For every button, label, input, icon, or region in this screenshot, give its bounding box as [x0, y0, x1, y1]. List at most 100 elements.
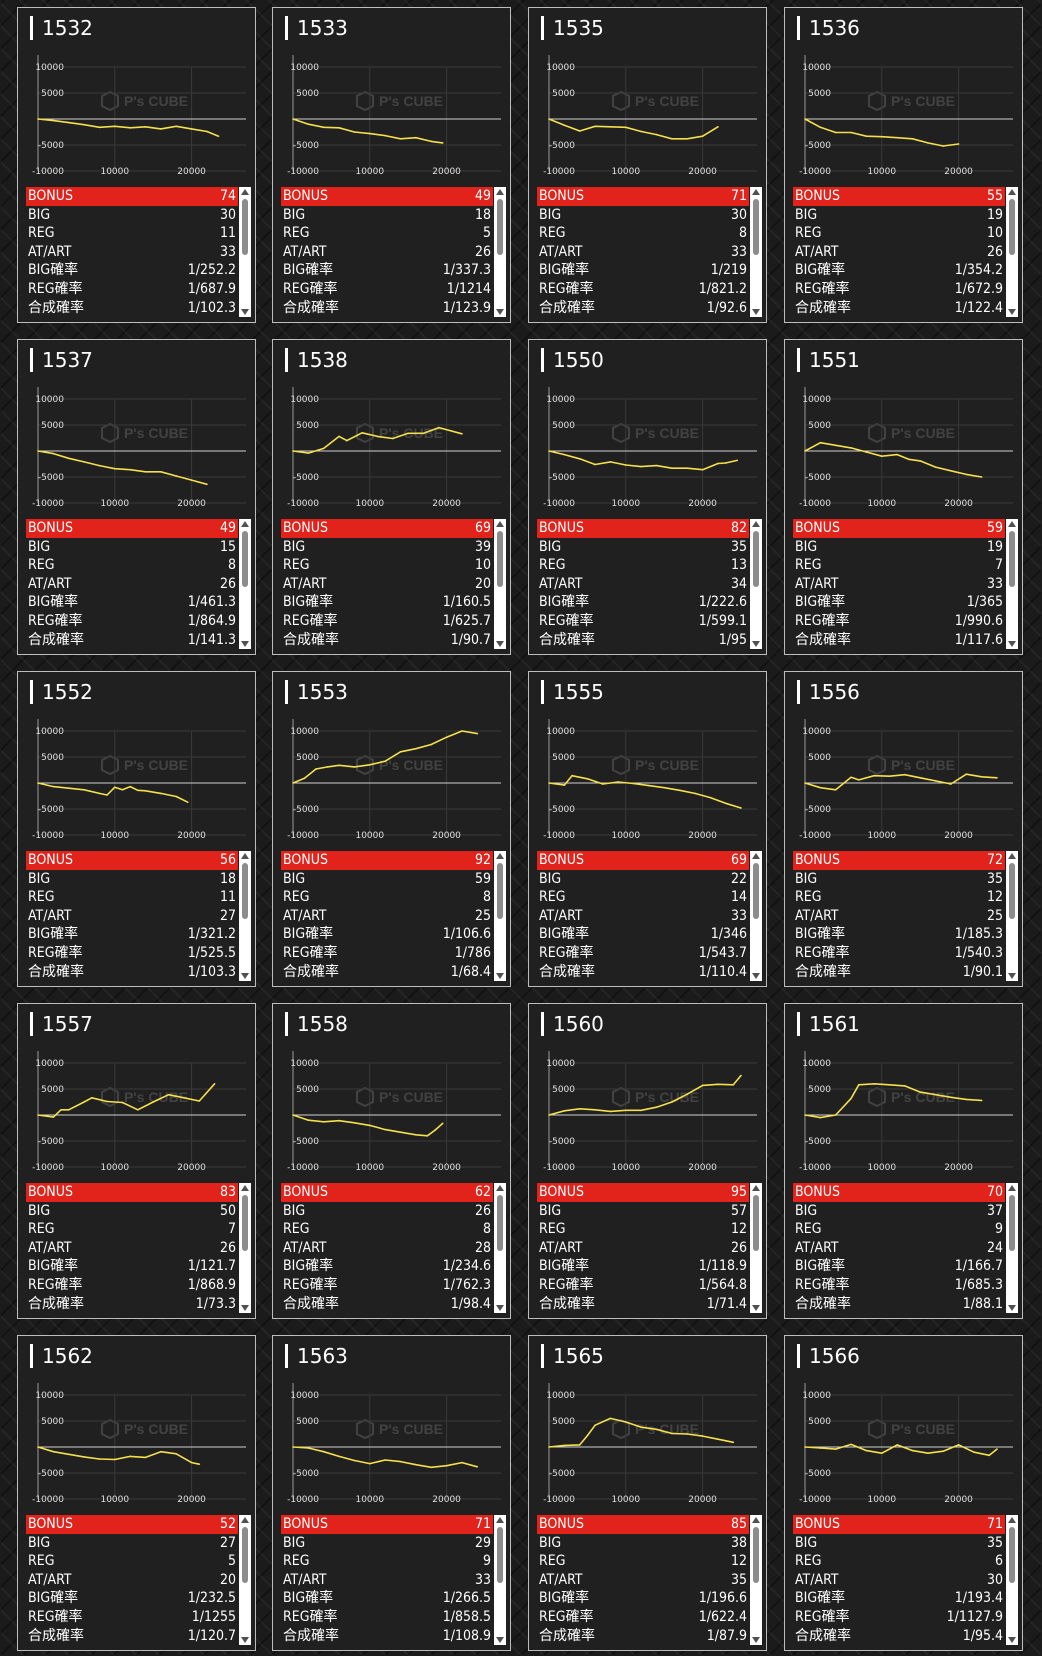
scroll-thumb[interactable] — [497, 531, 503, 587]
scroll-down-icon[interactable] — [752, 309, 760, 315]
scroll-thumb[interactable] — [753, 199, 759, 255]
scroll-up-icon[interactable] — [1008, 853, 1016, 859]
scroll-thumb[interactable] — [497, 199, 503, 255]
stats-scrollbar[interactable] — [239, 1515, 251, 1645]
scroll-down-icon[interactable] — [1008, 309, 1016, 315]
machine-card[interactable]: 1556 P's CUBE 10000 5000 -5000 -10000 10000 200… — [784, 671, 1023, 987]
stats-scrollbar[interactable] — [494, 1515, 506, 1645]
scroll-thumb[interactable] — [753, 531, 759, 587]
scroll-up-icon[interactable] — [752, 853, 760, 859]
scroll-thumb[interactable] — [242, 199, 248, 255]
scroll-up-icon[interactable] — [1008, 189, 1016, 195]
scroll-thumb[interactable] — [1009, 1195, 1015, 1251]
scroll-up-icon[interactable] — [241, 189, 249, 195]
scroll-up-icon[interactable] — [496, 853, 504, 859]
scroll-down-icon[interactable] — [241, 973, 249, 979]
scroll-up-icon[interactable] — [496, 521, 504, 527]
scroll-thumb[interactable] — [497, 1527, 503, 1583]
stats-scrollbar[interactable] — [750, 1515, 762, 1645]
stats-scrollbar[interactable] — [239, 519, 251, 649]
machine-card[interactable]: 1532 P's CUBE 10000 5000 -5000 -10000 10000 200… — [17, 7, 256, 323]
scroll-thumb[interactable] — [1009, 199, 1015, 255]
scroll-thumb[interactable] — [1009, 863, 1015, 919]
machine-card[interactable]: 1558 P's CUBE 10000 5000 -5000 -10000 10000 200… — [272, 1003, 511, 1319]
stats-scrollbar[interactable] — [750, 519, 762, 649]
scroll-down-icon[interactable] — [752, 973, 760, 979]
scroll-down-icon[interactable] — [752, 1637, 760, 1643]
scroll-thumb[interactable] — [1009, 1527, 1015, 1583]
scroll-up-icon[interactable] — [496, 1517, 504, 1523]
scroll-down-icon[interactable] — [241, 1305, 249, 1311]
stats-scrollbar[interactable] — [239, 187, 251, 317]
stats-scrollbar[interactable] — [494, 187, 506, 317]
stats-scrollbar[interactable] — [750, 851, 762, 981]
scroll-down-icon[interactable] — [241, 309, 249, 315]
scroll-thumb[interactable] — [753, 863, 759, 919]
machine-card[interactable]: 1537 P's CUBE 10000 5000 -5000 -10000 10000 200… — [17, 339, 256, 655]
stats-scrollbar[interactable] — [239, 1183, 251, 1313]
scroll-down-icon[interactable] — [752, 641, 760, 647]
scroll-down-icon[interactable] — [496, 1305, 504, 1311]
scroll-up-icon[interactable] — [241, 1517, 249, 1523]
scroll-thumb[interactable] — [242, 863, 248, 919]
scroll-down-icon[interactable] — [241, 1637, 249, 1643]
scroll-up-icon[interactable] — [1008, 1185, 1016, 1191]
machine-card[interactable]: 1566 P's CUBE 10000 5000 -5000 -10000 10000 200… — [784, 1335, 1023, 1651]
scroll-up-icon[interactable] — [241, 521, 249, 527]
stats-scrollbar[interactable] — [494, 1183, 506, 1313]
scroll-down-icon[interactable] — [1008, 641, 1016, 647]
machine-card[interactable]: 1533 P's CUBE 10000 5000 -5000 -10000 10000 200… — [272, 7, 511, 323]
scroll-down-icon[interactable] — [496, 973, 504, 979]
machine-card[interactable]: 1563 P's CUBE 10000 5000 -5000 -10000 10000 200… — [272, 1335, 511, 1651]
machine-card[interactable]: 1555 P's CUBE 10000 5000 -5000 -10000 10000 200… — [528, 671, 767, 987]
scroll-thumb[interactable] — [497, 863, 503, 919]
machine-card[interactable]: 1551 P's CUBE 10000 5000 -5000 -10000 10000 200… — [784, 339, 1023, 655]
stats-scrollbar[interactable] — [1006, 187, 1018, 317]
stats-scrollbar[interactable] — [750, 1183, 762, 1313]
scroll-up-icon[interactable] — [496, 189, 504, 195]
machine-card[interactable]: 1553 P's CUBE 10000 5000 -5000 -10000 10000 200… — [272, 671, 511, 987]
scroll-down-icon[interactable] — [1008, 1637, 1016, 1643]
scroll-up-icon[interactable] — [496, 1185, 504, 1191]
scroll-down-icon[interactable] — [496, 641, 504, 647]
machine-card[interactable]: 1560 P's CUBE 10000 5000 -5000 -10000 10000 200… — [528, 1003, 767, 1319]
scroll-thumb[interactable] — [242, 1195, 248, 1251]
scroll-up-icon[interactable] — [1008, 1517, 1016, 1523]
machine-card[interactable]: 1561 P's CUBE 10000 5000 -5000 -10000 10000 200… — [784, 1003, 1023, 1319]
machine-card[interactable]: 1538 P's CUBE 10000 5000 -5000 -10000 10000 200… — [272, 339, 511, 655]
scroll-thumb[interactable] — [753, 1527, 759, 1583]
machine-card[interactable]: 1565 P's CUBE 10000 5000 -5000 -10000 10000 200… — [528, 1335, 767, 1651]
machine-card[interactable]: 1536 P's CUBE 10000 5000 -5000 -10000 10000 200… — [784, 7, 1023, 323]
stats-scrollbar[interactable] — [1006, 1183, 1018, 1313]
scroll-thumb[interactable] — [497, 1195, 503, 1251]
scroll-up-icon[interactable] — [241, 1185, 249, 1191]
stats-scrollbar[interactable] — [239, 851, 251, 981]
stats-scrollbar[interactable] — [494, 851, 506, 981]
scroll-down-icon[interactable] — [752, 1305, 760, 1311]
machine-card[interactable]: 1562 P's CUBE 10000 5000 -5000 -10000 10000 200… — [17, 1335, 256, 1651]
stats-scrollbar[interactable] — [1006, 851, 1018, 981]
scroll-up-icon[interactable] — [752, 521, 760, 527]
scroll-thumb[interactable] — [242, 1527, 248, 1583]
machine-card[interactable]: 1557 P's CUBE 10000 5000 -5000 -10000 10000 200… — [17, 1003, 256, 1319]
scroll-up-icon[interactable] — [752, 1517, 760, 1523]
machine-card[interactable]: 1550 P's CUBE 10000 5000 -5000 -10000 10000 200… — [528, 339, 767, 655]
scroll-thumb[interactable] — [242, 531, 248, 587]
scroll-up-icon[interactable] — [241, 853, 249, 859]
machine-card[interactable]: 1552 P's CUBE 10000 5000 -5000 -10000 10000 200… — [17, 671, 256, 987]
scroll-down-icon[interactable] — [241, 641, 249, 647]
scroll-down-icon[interactable] — [1008, 973, 1016, 979]
scroll-up-icon[interactable] — [752, 189, 760, 195]
machine-card[interactable]: 1535 P's CUBE 10000 5000 -5000 -10000 10000 200… — [528, 7, 767, 323]
stats-scrollbar[interactable] — [1006, 519, 1018, 649]
scroll-up-icon[interactable] — [752, 1185, 760, 1191]
stats-scrollbar[interactable] — [494, 519, 506, 649]
stats-scrollbar[interactable] — [750, 187, 762, 317]
scroll-up-icon[interactable] — [1008, 521, 1016, 527]
scroll-thumb[interactable] — [1009, 531, 1015, 587]
scroll-down-icon[interactable] — [496, 309, 504, 315]
scroll-thumb[interactable] — [753, 1195, 759, 1251]
scroll-down-icon[interactable] — [1008, 1305, 1016, 1311]
scroll-down-icon[interactable] — [496, 1637, 504, 1643]
stats-scrollbar[interactable] — [1006, 1515, 1018, 1645]
